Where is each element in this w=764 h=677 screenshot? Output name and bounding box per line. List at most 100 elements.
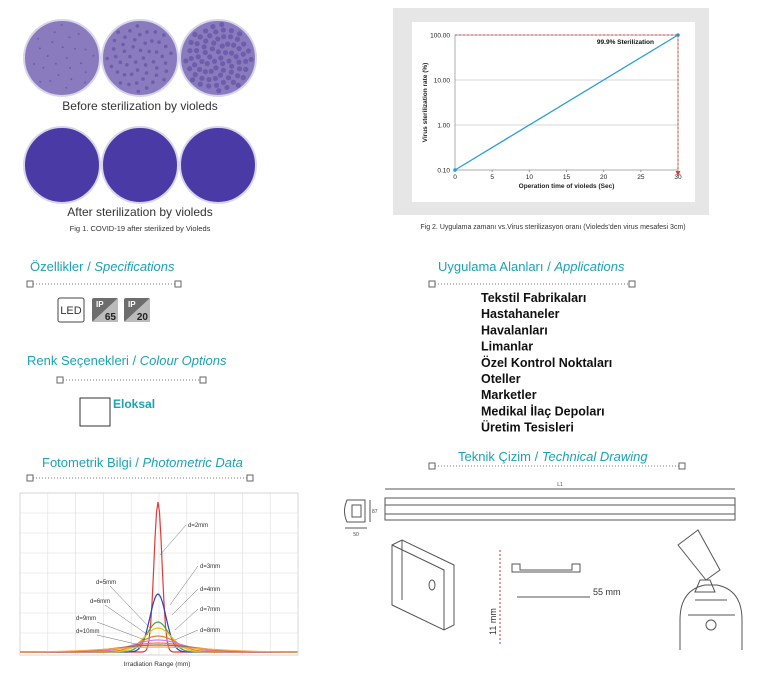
distance-label: d=10mm (76, 629, 100, 635)
colony (77, 33, 80, 36)
application-item: Havalanları (481, 323, 548, 337)
colony (68, 36, 71, 39)
colony (132, 37, 137, 42)
colony (211, 58, 218, 64)
led-icon (57, 297, 85, 323)
colony (60, 24, 63, 27)
colony (127, 82, 131, 87)
colour-option: Eloksal (113, 397, 155, 411)
distance-label: d=2mm (188, 523, 208, 529)
colony (144, 86, 149, 90)
colony (220, 61, 226, 67)
section-title: Özellikler / Specifications (30, 259, 175, 274)
distance-label: d=5mm (96, 580, 116, 586)
application-item: Marketler (481, 388, 537, 402)
subtitle: Colour Options (140, 353, 227, 368)
colony (138, 32, 142, 37)
colony (144, 71, 149, 75)
divider-end (26, 474, 34, 482)
colony (162, 77, 166, 82)
section-title: Teknik Çizim / Technical Drawing (458, 449, 648, 464)
subtitle: Photometric Data (142, 455, 242, 470)
colony (143, 63, 148, 67)
section-title: Uygulama Alanları / Applications (438, 259, 625, 274)
x-axis-label: Operation time of violeds (Sec) (519, 183, 615, 190)
colony (131, 44, 135, 49)
colony (197, 81, 203, 87)
colony (33, 62, 36, 65)
technical-drawing: 50 87 L1 55 mm 11 mm (344, 482, 743, 650)
colony (209, 46, 215, 52)
colony (237, 31, 243, 37)
colony (150, 39, 154, 43)
colony (162, 33, 166, 37)
colony (128, 54, 132, 59)
colony (228, 50, 235, 56)
application-item: Özel Kontrol Noktaları (481, 355, 612, 370)
ip-value: 20 (137, 312, 149, 323)
colony (125, 63, 129, 67)
colony (203, 38, 209, 44)
colony (118, 81, 123, 85)
leader-line (174, 608, 199, 631)
y-tick-label: 1.00 (437, 123, 450, 130)
colony (92, 54, 95, 57)
colony (194, 41, 200, 47)
dimension-label: 11 mm (488, 608, 498, 635)
colony (163, 61, 168, 65)
leader-line (96, 634, 141, 646)
colony (187, 48, 193, 54)
application-item: Oteller (481, 372, 521, 386)
colony (105, 56, 110, 61)
colony (135, 24, 140, 28)
colony (192, 62, 198, 68)
colony (157, 40, 161, 45)
colony (42, 66, 45, 69)
colony (203, 28, 209, 34)
colony (243, 66, 249, 73)
title: Renk Seçenekleri / (27, 353, 136, 368)
divider-end (174, 280, 182, 288)
colony (201, 44, 207, 50)
colony (109, 64, 114, 69)
ip-icon: IP 65 (92, 298, 118, 323)
subtitle: Technical Drawing (542, 449, 649, 464)
colony (245, 48, 252, 54)
petri-dish (23, 19, 101, 97)
colony (202, 69, 208, 75)
colony (134, 81, 139, 85)
colony (135, 68, 140, 72)
photometric-diagram (19, 492, 299, 656)
colony (145, 30, 149, 34)
divider-end (678, 462, 686, 470)
divider-end (428, 462, 436, 470)
colony (69, 66, 72, 69)
divider-end (26, 280, 34, 288)
colony (243, 58, 249, 64)
colony (192, 72, 198, 78)
chart: 0.10 1.00 10.00 100.00 0 5 10 15 20 25 30 Operation… (422, 33, 682, 191)
petri-dishes (23, 19, 257, 204)
y-tick-label: 10.00 (434, 78, 451, 85)
leader-line (174, 629, 199, 641)
petri-dish (179, 126, 257, 204)
application-item: Tekstil Fabrikaları (481, 291, 586, 305)
axis-label: Irradiation Range (mm) (124, 661, 191, 668)
colony (154, 73, 159, 78)
colony (143, 41, 147, 46)
colony (208, 68, 214, 74)
section-title: Fotometrik Bilgi / Photometric Data (42, 455, 243, 470)
colony (228, 28, 235, 34)
line-series (454, 34, 679, 171)
petri-dish (101, 126, 179, 204)
leader-line (96, 621, 146, 641)
colony (153, 30, 158, 34)
y-axis-label: Virus sterilization rate (%) (422, 63, 429, 143)
before-label: Before sterilization by violeds (62, 99, 217, 113)
colony (128, 28, 132, 33)
x-tick-label: 5 (490, 174, 494, 181)
colony (217, 72, 224, 78)
title: Fotometrik Bilgi / (42, 455, 139, 470)
colony (163, 44, 168, 49)
colony (46, 55, 49, 58)
